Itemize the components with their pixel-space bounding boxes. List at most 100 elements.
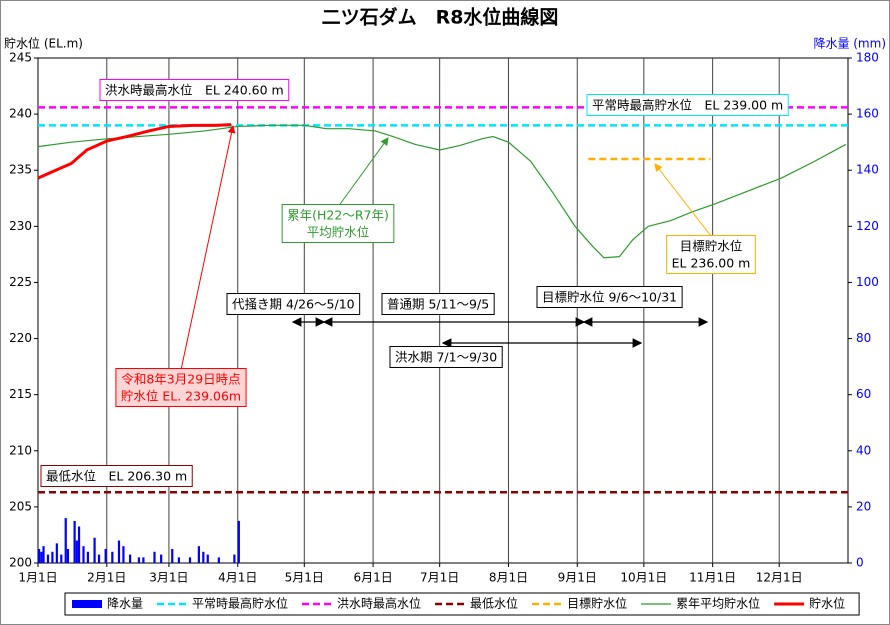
y-tick-label: 200	[9, 556, 32, 570]
rain-bar	[188, 557, 192, 563]
y-tick-label: 220	[9, 331, 32, 345]
x-tick-label: 2月1日	[87, 571, 126, 585]
leader-line	[180, 125, 236, 371]
rain-bar	[217, 557, 220, 563]
annotation-box	[666, 235, 756, 274]
y2-tick-label: 100	[856, 275, 879, 289]
x-tick-label: 1月1日	[18, 571, 57, 585]
annotation-box	[281, 204, 395, 243]
annotation-box	[40, 465, 193, 487]
rain-bar	[171, 548, 174, 563]
leader-line	[654, 163, 712, 237]
rain-bar	[66, 548, 70, 563]
rain-bar	[160, 554, 163, 563]
annotation-box	[115, 368, 247, 407]
annotation-box	[586, 94, 789, 116]
rain-bar	[55, 543, 58, 563]
rain-bar	[206, 554, 209, 563]
annotation-text: 貯水位 EL. 239.06m	[121, 389, 241, 404]
annotation-text: 目標貯水位	[680, 239, 743, 254]
x-tick-label: 7月1日	[420, 571, 459, 585]
annotation-text: 平均貯水位	[307, 225, 370, 240]
x-tick-label: 4月1日	[218, 571, 257, 585]
legend-label: 降水量	[107, 597, 143, 611]
rain-bar	[104, 548, 107, 563]
annotation-text: 洪水期 7/1～9/30	[395, 350, 497, 365]
y2-tick-label: 0	[856, 556, 864, 570]
rain-bar	[82, 546, 85, 563]
y-tick-label: 230	[9, 219, 32, 233]
annotation-text: EL 236.00 m	[672, 256, 751, 271]
y-tick-label: 240	[9, 107, 32, 121]
y2-axis-label: 降水量 (mm)	[813, 37, 886, 51]
annotation-text: 令和8年3月29日時点	[121, 372, 240, 387]
rain-bar	[93, 537, 96, 563]
rain-bar	[117, 540, 121, 563]
annotation-text: 普通期 5/11～9/5	[387, 297, 489, 312]
y2-tick-label: 140	[856, 163, 879, 177]
annotation-text: 洪水時最高水位 EL 240.60 m	[105, 83, 284, 98]
annotation: 洪水期 7/1～9/30	[389, 346, 503, 368]
annotation: 平常時最高貯水位 EL 239.00 m	[586, 94, 789, 116]
annotation: 目標貯水位 EL 236.00 m	[666, 235, 756, 274]
rain-bar	[197, 546, 200, 563]
annotation-box	[381, 293, 495, 315]
annotation-box	[389, 346, 503, 368]
y2-tick-label: 20	[856, 499, 871, 513]
y2-tick-label: 180	[856, 51, 879, 65]
y2-tick-label: 160	[856, 107, 879, 121]
y2-tick-label: 120	[856, 219, 879, 233]
rain-bar	[75, 540, 78, 563]
y-tick-label: 210	[9, 443, 32, 457]
y-axis-label: 貯水位 (EL.m)	[4, 36, 83, 51]
rain-bar	[77, 526, 81, 563]
rain-bar	[60, 554, 63, 563]
rain-bar	[51, 551, 54, 563]
y-tick-label: 245	[9, 51, 32, 65]
rain-bar	[177, 557, 181, 563]
rain-bar	[137, 557, 141, 563]
leader-line	[337, 137, 389, 208]
rain-bar	[122, 546, 125, 563]
legend-label: 貯水位	[809, 596, 845, 611]
x-tick-label: 3月1日	[149, 571, 188, 585]
annotation-text: 最低水位 EL 206.30 m	[46, 469, 187, 484]
legend: 降水量 平常時最高貯水位 洪水時最高水位 最低水位 目標貯水位 累年平均貯水位 貯水位	[64, 592, 860, 616]
annotation-text: 累年(H22～R7年)	[287, 208, 389, 223]
legend-label: 目標貯水位	[567, 596, 627, 611]
rain-bar	[202, 551, 205, 563]
annotation-box	[99, 79, 290, 101]
rain-bar	[142, 557, 145, 563]
rain-bar	[111, 551, 114, 563]
annotation-text: 平常時最高貯水位 EL 239.00 m	[592, 98, 783, 113]
legend-label: 洪水時最高水位	[337, 596, 421, 611]
x-tick-label: 10月1日	[620, 571, 667, 585]
annotation-text: 目標貯水位 9/6～10/31	[542, 290, 677, 305]
x-tick-label: 8月1日	[489, 571, 528, 585]
x-tick-label: 12月1日	[756, 571, 803, 585]
rain-bar	[233, 554, 236, 563]
annotation-box	[226, 293, 361, 315]
series-line	[37, 124, 847, 259]
legend-label: 累年平均貯水位	[676, 596, 760, 611]
annotation: 洪水時最高水位 EL 240.60 m	[99, 79, 290, 101]
rain-bar	[40, 551, 43, 563]
annotation: 代掻き期 4/26～5/10	[226, 293, 361, 315]
x-tick-label: 6月1日	[353, 571, 392, 585]
annotation-text: 代掻き期 4/26～5/10	[232, 297, 355, 312]
y2-tick-label: 40	[856, 443, 871, 457]
rain-bar	[153, 551, 156, 563]
rain-bar	[42, 546, 45, 563]
legend-label: 最低水位	[470, 596, 518, 611]
legend-label: 平常時最高貯水位	[192, 596, 288, 611]
annotation: 最低水位 EL 206.30 m	[40, 465, 193, 487]
rain-bar	[128, 554, 132, 563]
rain-bar	[86, 551, 90, 563]
chart-title: 二ツ石ダム R8水位曲線図	[322, 6, 559, 29]
annotation: 累年(H22～R7年) 平均貯水位	[281, 204, 395, 243]
y-tick-label: 225	[9, 275, 32, 289]
rain-bar	[64, 518, 67, 563]
y-tick-label: 235	[9, 163, 32, 177]
